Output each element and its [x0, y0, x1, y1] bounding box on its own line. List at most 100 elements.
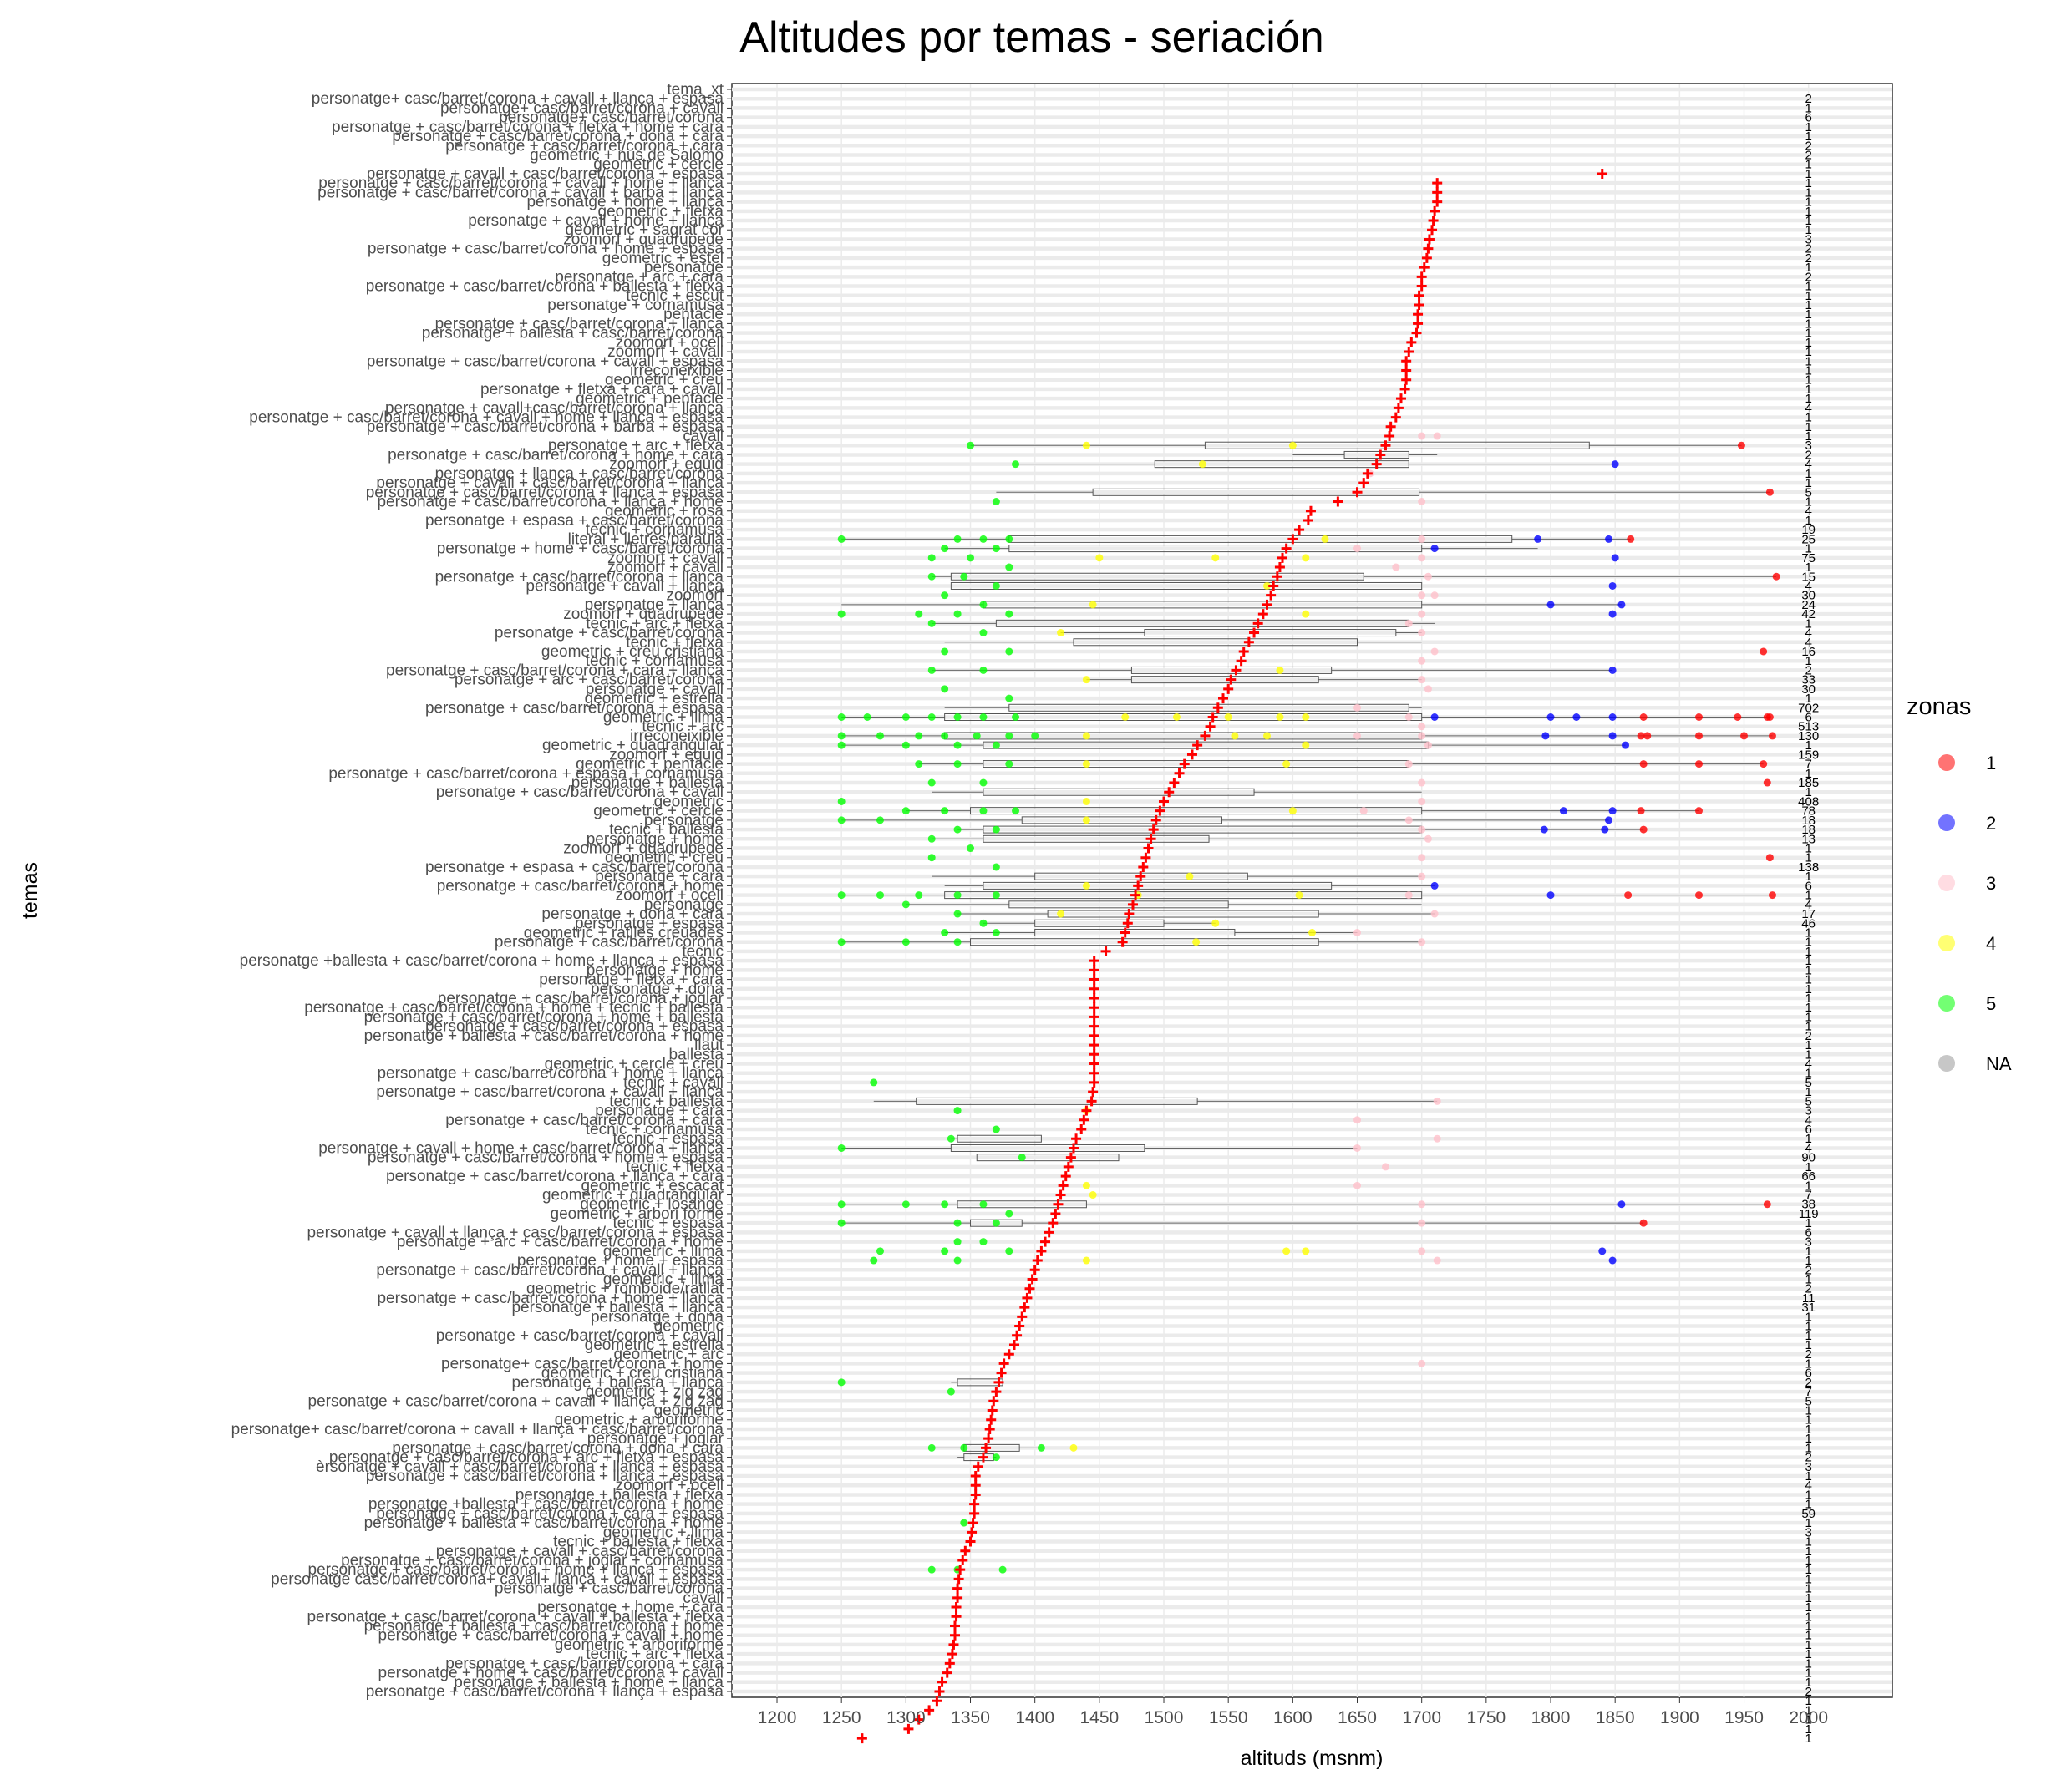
count-label: 1 — [1805, 129, 1812, 144]
count-label: 1 — [1805, 1656, 1812, 1671]
y-tick-label: personatge + ballesta + home + llança — [454, 1674, 724, 1691]
count-label: 1 — [1805, 261, 1812, 275]
y-tick-label: geometric + estrella — [585, 1336, 724, 1354]
count-label: 6 — [1805, 879, 1812, 893]
median-marker — [1294, 525, 1305, 535]
data-point — [1069, 1443, 1078, 1452]
data-point — [1282, 760, 1291, 768]
data-point — [953, 1256, 962, 1265]
y-tick-label: tecnic + arc + fletxa — [586, 1646, 724, 1663]
count-label: 1 — [1805, 1085, 1812, 1099]
data-point — [953, 891, 962, 900]
median-marker — [1017, 1311, 1028, 1322]
y-tick-label: personatge + espasa + casc/barret/corona — [425, 859, 724, 876]
data-point — [1608, 807, 1617, 815]
data-point — [1012, 460, 1020, 469]
data-point — [1089, 1191, 1097, 1199]
data-point — [1765, 854, 1774, 862]
data-point — [1082, 676, 1090, 684]
box — [957, 1200, 1087, 1209]
y-tick-label: personatge+ casc/barret/corona + cavall … — [231, 1421, 724, 1438]
data-point — [927, 854, 936, 862]
median-marker — [1401, 365, 1412, 376]
count-label: 66 — [1801, 1169, 1816, 1184]
median-marker — [1395, 393, 1406, 404]
y-tick-label: personatge + casc/barret/corona + llança… — [386, 1168, 724, 1185]
y-tick-label: personatge + ballesta + llança — [511, 1299, 724, 1316]
median-marker — [1390, 412, 1401, 423]
count-label: 1 — [1805, 289, 1812, 303]
median-marker — [1053, 1199, 1064, 1210]
median-marker — [1252, 618, 1263, 629]
y-tick-label: geometric + ratlles creuades — [524, 924, 724, 941]
count-label: 1 — [1805, 963, 1812, 977]
data-point — [1353, 1116, 1362, 1124]
data-point — [927, 713, 936, 721]
y-tick-label: geometric + arboriforme — [555, 1636, 724, 1654]
legend-marker — [1938, 1055, 1955, 1072]
x-tick-label: 1850 — [1596, 1708, 1635, 1727]
data-point — [992, 863, 1000, 871]
count-label: 1 — [1805, 1713, 1812, 1727]
y-tick-label: personatge + dona — [591, 981, 724, 998]
data-point — [1418, 938, 1426, 946]
y-tick-label: personatge + cornamusa — [547, 297, 724, 314]
median-marker — [1065, 1152, 1076, 1163]
count-label: 1 — [1805, 1535, 1812, 1549]
count-label: 4 — [1805, 1478, 1812, 1493]
data-point — [979, 1200, 988, 1209]
y-tick-label: personatge + casc/barret/corona + cavall… — [318, 175, 724, 192]
y-tick-label: personatge — [644, 259, 724, 276]
median-marker — [1406, 337, 1417, 347]
data-point — [901, 713, 910, 721]
data-point — [1734, 713, 1742, 721]
count-label: 18 — [1801, 823, 1816, 837]
legend-marker — [1938, 754, 1955, 771]
data-point — [837, 610, 846, 618]
data-point — [1005, 760, 1013, 768]
data-point — [1198, 460, 1206, 469]
data-point — [1418, 554, 1426, 562]
median-marker — [1401, 374, 1412, 385]
y-tick-label: personatge+ casc/barret/corona + cavall — [440, 99, 724, 117]
count-label: 1 — [1805, 307, 1812, 322]
data-point — [992, 498, 1000, 506]
median-marker — [1036, 1245, 1047, 1256]
data-point — [960, 1519, 968, 1527]
box — [1154, 460, 1409, 469]
data-point — [1418, 723, 1426, 731]
count-label: 1 — [1805, 1469, 1812, 1483]
median-marker — [1597, 168, 1607, 179]
count-label: 1 — [1805, 1423, 1812, 1437]
count-label: 7 — [1805, 1385, 1812, 1399]
data-point — [973, 732, 981, 740]
count-label: 1 — [1805, 1582, 1812, 1596]
median-marker — [1352, 487, 1363, 498]
y-tick-label: personatge + arc + fletxa — [548, 437, 724, 454]
data-point — [1763, 1200, 1771, 1209]
count-label: 185 — [1798, 776, 1819, 790]
median-marker — [903, 1723, 914, 1734]
count-label: 2 — [1805, 251, 1812, 266]
median-marker — [1068, 1143, 1079, 1154]
count-label: 2 — [1805, 448, 1812, 462]
x-tick-label: 1700 — [1402, 1708, 1441, 1727]
median-marker — [983, 1433, 994, 1444]
data-point — [1604, 816, 1612, 824]
data-point — [1608, 610, 1617, 618]
data-point — [1418, 1219, 1426, 1227]
data-point — [1695, 732, 1703, 740]
median-marker — [1404, 347, 1414, 358]
data-point — [837, 1144, 846, 1152]
data-point — [953, 1238, 962, 1246]
y-tick-label: personatge + casc/barret/corona — [495, 625, 724, 642]
y-tick-label: geometric — [654, 1318, 724, 1336]
data-point — [837, 1378, 846, 1387]
y-tick-label: geometric + pentacle — [576, 390, 724, 408]
data-point — [960, 572, 968, 581]
count-label: 1 — [1805, 1722, 1812, 1737]
y-tick-label: personatge + casc/barret/corona + dona +… — [392, 1439, 724, 1457]
data-point — [1121, 713, 1130, 721]
data-point — [998, 1565, 1007, 1574]
median-marker — [1089, 1030, 1099, 1041]
